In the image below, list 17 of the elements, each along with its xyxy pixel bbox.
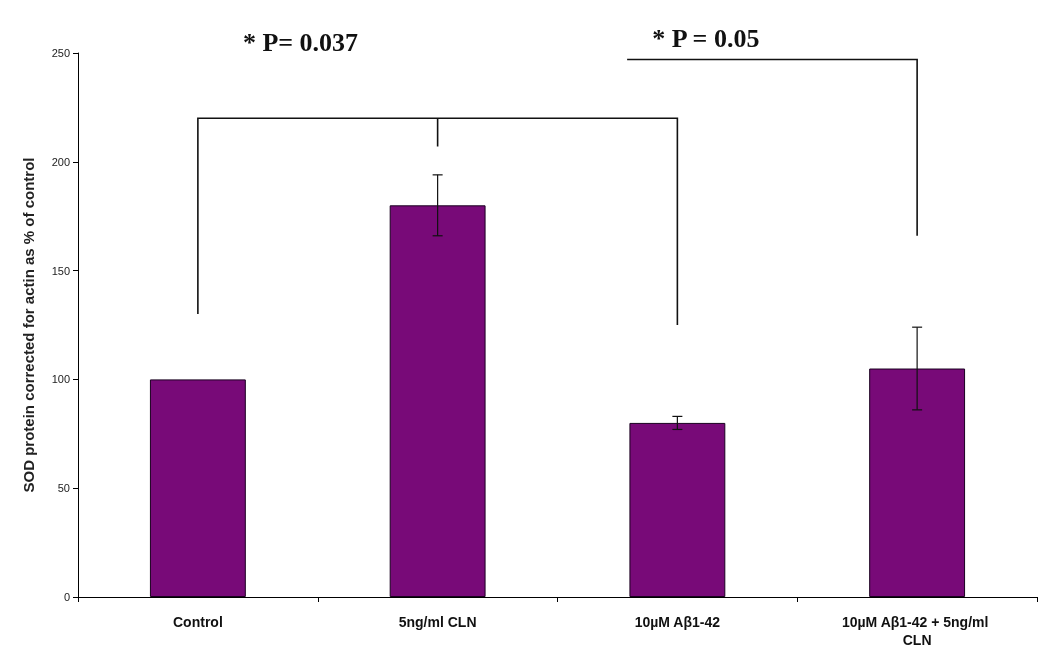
y-tick-label: 150: [51, 264, 70, 277]
bar: [869, 368, 966, 597]
y-tick-label: 50: [57, 482, 70, 495]
x-tick-label: Control: [172, 614, 223, 630]
x-tick-label: 10µM Aβ1-42 + 5ng/ml CLN: [841, 614, 993, 648]
y-tick-label: 250: [51, 47, 70, 59]
text: * P = 0.05: [652, 23, 760, 54]
y-tick-label: 200: [51, 155, 70, 168]
bar: [389, 205, 486, 597]
x-tick-label: 5ng/ml CLN: [398, 614, 477, 630]
y-tick-label: 100: [51, 373, 70, 386]
bar: [629, 422, 726, 597]
annotation: * P= 0.037: [242, 28, 359, 59]
bar: [149, 379, 246, 597]
x-tick-label: 10µM Aβ1-42: [634, 614, 721, 630]
y-axis-title: SOD protein corrected for actin as % of control: [20, 157, 37, 493]
y-tick-label: 0: [63, 591, 70, 603]
